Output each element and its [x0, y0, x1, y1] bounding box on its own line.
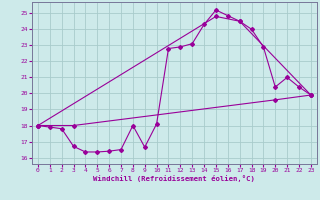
X-axis label: Windchill (Refroidissement éolien,°C): Windchill (Refroidissement éolien,°C) [93, 175, 255, 182]
